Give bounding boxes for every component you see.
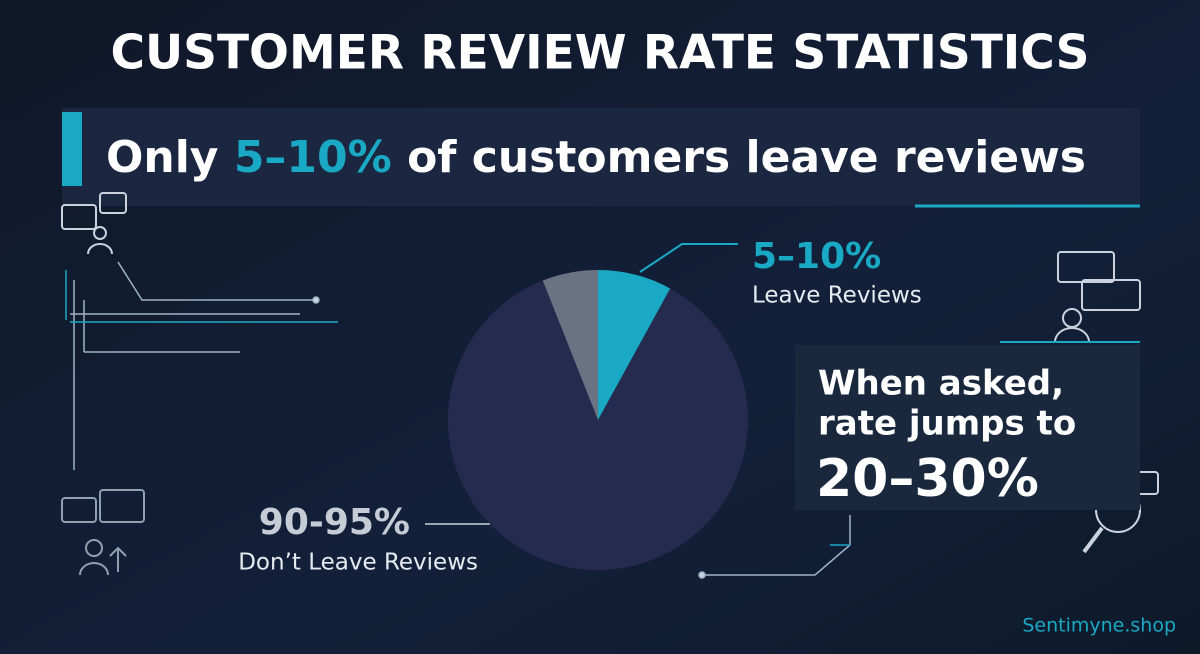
- decor-lines: [65, 261, 851, 579]
- title: CUSTOMER REVIEW RATE STATISTICS: [110, 26, 1089, 81]
- callout-box: [795, 345, 1140, 510]
- subtitle-highlight: 5–10%: [234, 132, 392, 183]
- annotation-value: 5–10%: [752, 236, 881, 277]
- icon-chat-user: [61, 192, 127, 255]
- pie-slice: [598, 270, 671, 420]
- pie-slice: [448, 280, 748, 571]
- icon-chat-upload: [61, 489, 145, 576]
- subtitle: Only 5–10% of customers leave reviews: [106, 132, 1086, 183]
- footer: Sentimyne.shop: [1022, 615, 1176, 637]
- subtitle-before: Only: [106, 132, 234, 183]
- callout-line: When asked,: [818, 364, 1064, 404]
- icon-review-user: [1000, 251, 1141, 343]
- banner-accent: [62, 112, 82, 186]
- pie: [448, 270, 748, 571]
- subtitle-after: of customers leave reviews: [392, 132, 1086, 183]
- callout-line: rate jumps to: [818, 404, 1076, 444]
- pie-slice: [542, 270, 598, 420]
- annotation-value: 90-95%: [259, 502, 410, 543]
- callout-highlight: 20–30%: [816, 449, 1039, 509]
- annotation-label: Leave Reviews: [752, 283, 922, 309]
- annotation-label: Don’t Leave Reviews: [238, 550, 478, 576]
- subtitle-banner: [62, 108, 1140, 206]
- leader-line: [639, 243, 738, 273]
